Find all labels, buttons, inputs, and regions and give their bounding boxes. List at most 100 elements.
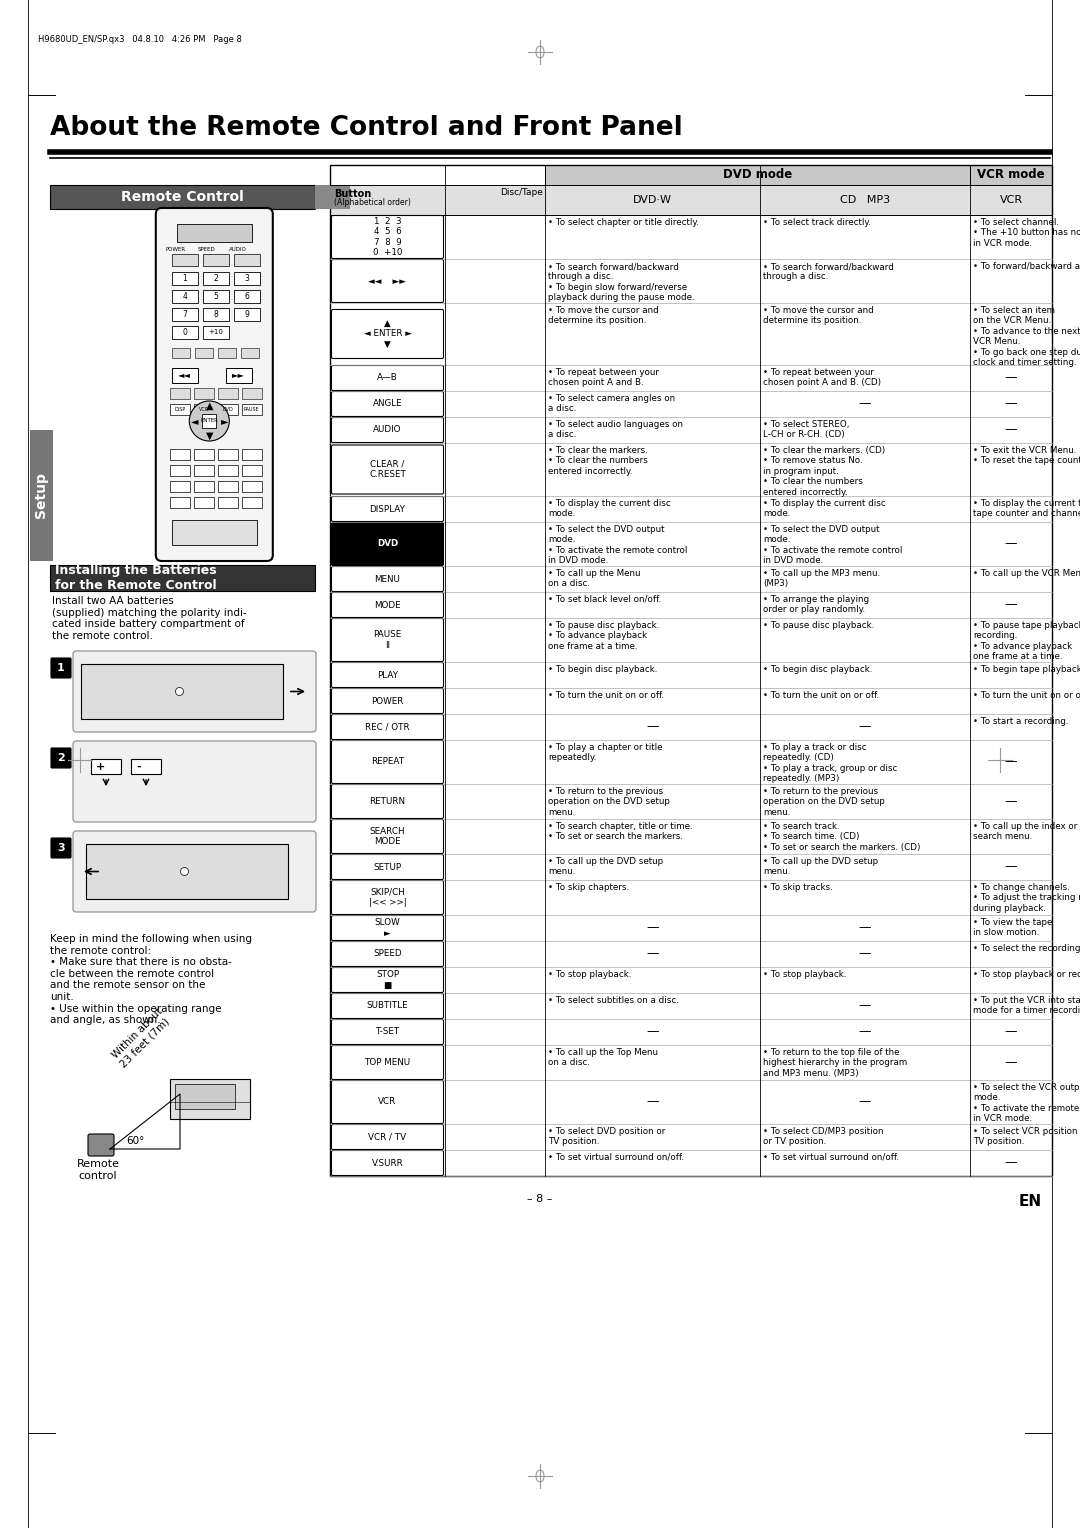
Text: 2: 2: [57, 753, 65, 762]
Text: —: —: [1004, 755, 1017, 769]
Text: RETURN: RETURN: [369, 798, 405, 805]
Bar: [170, 497, 190, 507]
Bar: [203, 325, 229, 339]
Text: • To forward/backward a tape.: • To forward/backward a tape.: [973, 261, 1080, 270]
Bar: [242, 403, 261, 416]
Bar: [242, 481, 261, 492]
Bar: [330, 854, 1052, 880]
Bar: [172, 520, 257, 545]
FancyBboxPatch shape: [332, 1045, 444, 1079]
Text: —: —: [859, 1096, 872, 1108]
Bar: [330, 215, 1052, 260]
Text: SPEED: SPEED: [374, 949, 402, 958]
Text: • To set virtual surround on/off.: • To set virtual surround on/off.: [548, 1154, 684, 1161]
FancyBboxPatch shape: [73, 741, 316, 822]
Text: • To return to the top file of the
highest hierarchy in the program
and MP3 menu: • To return to the top file of the highe…: [762, 1048, 907, 1077]
Text: Installing the Batteries
for the Remote Control: Installing the Batteries for the Remote …: [55, 564, 217, 591]
Bar: [172, 254, 198, 266]
Bar: [193, 465, 214, 477]
Bar: [330, 688, 1052, 714]
Text: • To search track.
• To search time. (CD)
• To set or search the markers. (CD): • To search track. • To search time. (CD…: [762, 822, 920, 851]
FancyBboxPatch shape: [332, 260, 444, 303]
Bar: [203, 309, 229, 321]
Text: • To select chapter or title directly.: • To select chapter or title directly.: [548, 219, 699, 228]
Bar: [330, 523, 1052, 565]
Bar: [170, 1079, 249, 1118]
Bar: [242, 497, 261, 507]
Text: ◄◄: ◄◄: [178, 370, 191, 379]
Text: • To turn the unit on or off.: • To turn the unit on or off.: [973, 691, 1080, 700]
Text: MODE: MODE: [374, 601, 401, 610]
FancyBboxPatch shape: [332, 567, 444, 591]
Text: Button: Button: [334, 189, 372, 199]
Text: ▲: ▲: [205, 400, 213, 411]
Text: • To search chapter, title or time.
• To set or search the markers.: • To search chapter, title or time. • To…: [548, 822, 692, 842]
Bar: [203, 272, 229, 286]
Text: POWER: POWER: [165, 248, 186, 252]
Text: VCR: VCR: [199, 406, 208, 413]
Text: • To repeat between your
chosen point A and B.: • To repeat between your chosen point A …: [548, 368, 659, 388]
Text: -: -: [136, 761, 140, 772]
Bar: [330, 1045, 1052, 1080]
Text: 0: 0: [183, 329, 187, 338]
Text: • To select channel.
• The +10 button has no effect
in VCR mode.: • To select channel. • The +10 button ha…: [973, 219, 1080, 248]
Text: • To pause tape playback or
recording.
• To advance playback
one frame at a time: • To pause tape playback or recording. •…: [973, 620, 1080, 662]
Text: —: —: [859, 397, 872, 411]
Bar: [330, 967, 1052, 993]
Text: • To select track directly.: • To select track directly.: [762, 219, 870, 228]
Text: TOP MENU: TOP MENU: [364, 1057, 410, 1067]
Text: CD   MP3: CD MP3: [840, 196, 890, 205]
FancyBboxPatch shape: [332, 689, 444, 714]
Text: • To change channels.
• To adjust the tracking manually
during playback.: • To change channels. • To adjust the tr…: [973, 883, 1080, 912]
Text: —: —: [859, 921, 872, 935]
Text: —: —: [859, 999, 872, 1013]
Text: • To select the DVD output
mode.
• To activate the remote control
in DVD mode.: • To select the DVD output mode. • To ac…: [548, 526, 687, 565]
Text: —: —: [1004, 1056, 1017, 1070]
Bar: [81, 665, 283, 720]
FancyBboxPatch shape: [332, 593, 444, 617]
Bar: [330, 165, 1052, 1177]
Text: H9680UD_EN/SP.qx3   04.8.10   4:26 PM   Page 8: H9680UD_EN/SP.qx3 04.8.10 4:26 PM Page 8: [38, 35, 242, 44]
Bar: [203, 254, 229, 266]
Text: —: —: [1004, 1157, 1017, 1169]
Text: 4: 4: [183, 292, 187, 301]
Bar: [172, 272, 198, 286]
Text: DVD: DVD: [377, 539, 399, 549]
Bar: [172, 368, 198, 384]
Text: —: —: [859, 721, 872, 733]
Text: +10: +10: [208, 330, 224, 336]
Bar: [233, 254, 260, 266]
Text: • To set black level on/off.: • To set black level on/off.: [548, 594, 661, 604]
Text: DISPLAY: DISPLAY: [369, 504, 405, 513]
FancyBboxPatch shape: [332, 741, 444, 784]
Text: 60°: 60°: [125, 1135, 145, 1146]
Text: • To return to the previous
operation on the DVD setup
menu.: • To return to the previous operation on…: [548, 787, 670, 817]
Text: • To select the recording speed.: • To select the recording speed.: [973, 944, 1080, 953]
Text: • To select VCR position or
TV position.: • To select VCR position or TV position.: [973, 1128, 1080, 1146]
Bar: [330, 443, 1052, 497]
Text: ANGLE: ANGLE: [373, 399, 403, 408]
Bar: [170, 403, 190, 416]
Text: • To select subtitles on a disc.: • To select subtitles on a disc.: [548, 996, 679, 1005]
Bar: [330, 1125, 1052, 1151]
Text: • To skip chapters.: • To skip chapters.: [548, 883, 630, 892]
Text: Install two AA batteries
(supplied) matching the polarity indi-
cated inside bat: Install two AA batteries (supplied) matc…: [52, 596, 246, 640]
FancyBboxPatch shape: [332, 391, 444, 417]
Text: PLAY: PLAY: [377, 671, 399, 680]
Text: VCR / TV: VCR / TV: [368, 1132, 406, 1141]
FancyBboxPatch shape: [332, 784, 444, 819]
Text: REPEAT: REPEAT: [370, 758, 404, 767]
Bar: [330, 819, 1052, 854]
Text: ENTER: ENTER: [201, 419, 218, 423]
Text: • To set virtual surround on/off.: • To set virtual surround on/off.: [762, 1154, 899, 1161]
Text: • To call up the VCR Menu.: • To call up the VCR Menu.: [973, 568, 1080, 578]
FancyBboxPatch shape: [51, 749, 71, 769]
Text: —: —: [1004, 860, 1017, 874]
Text: 3: 3: [244, 274, 249, 283]
Bar: [330, 497, 1052, 523]
Bar: [970, 165, 1052, 185]
Bar: [330, 662, 1052, 688]
Bar: [177, 225, 252, 241]
Text: SKIP/CH
|<< >>|: SKIP/CH |<< >>|: [368, 888, 406, 908]
Text: • To select an item
on the VCR Menu.
• To advance to the next
VCR Menu.
• To go : • To select an item on the VCR Menu. • T…: [973, 306, 1080, 367]
